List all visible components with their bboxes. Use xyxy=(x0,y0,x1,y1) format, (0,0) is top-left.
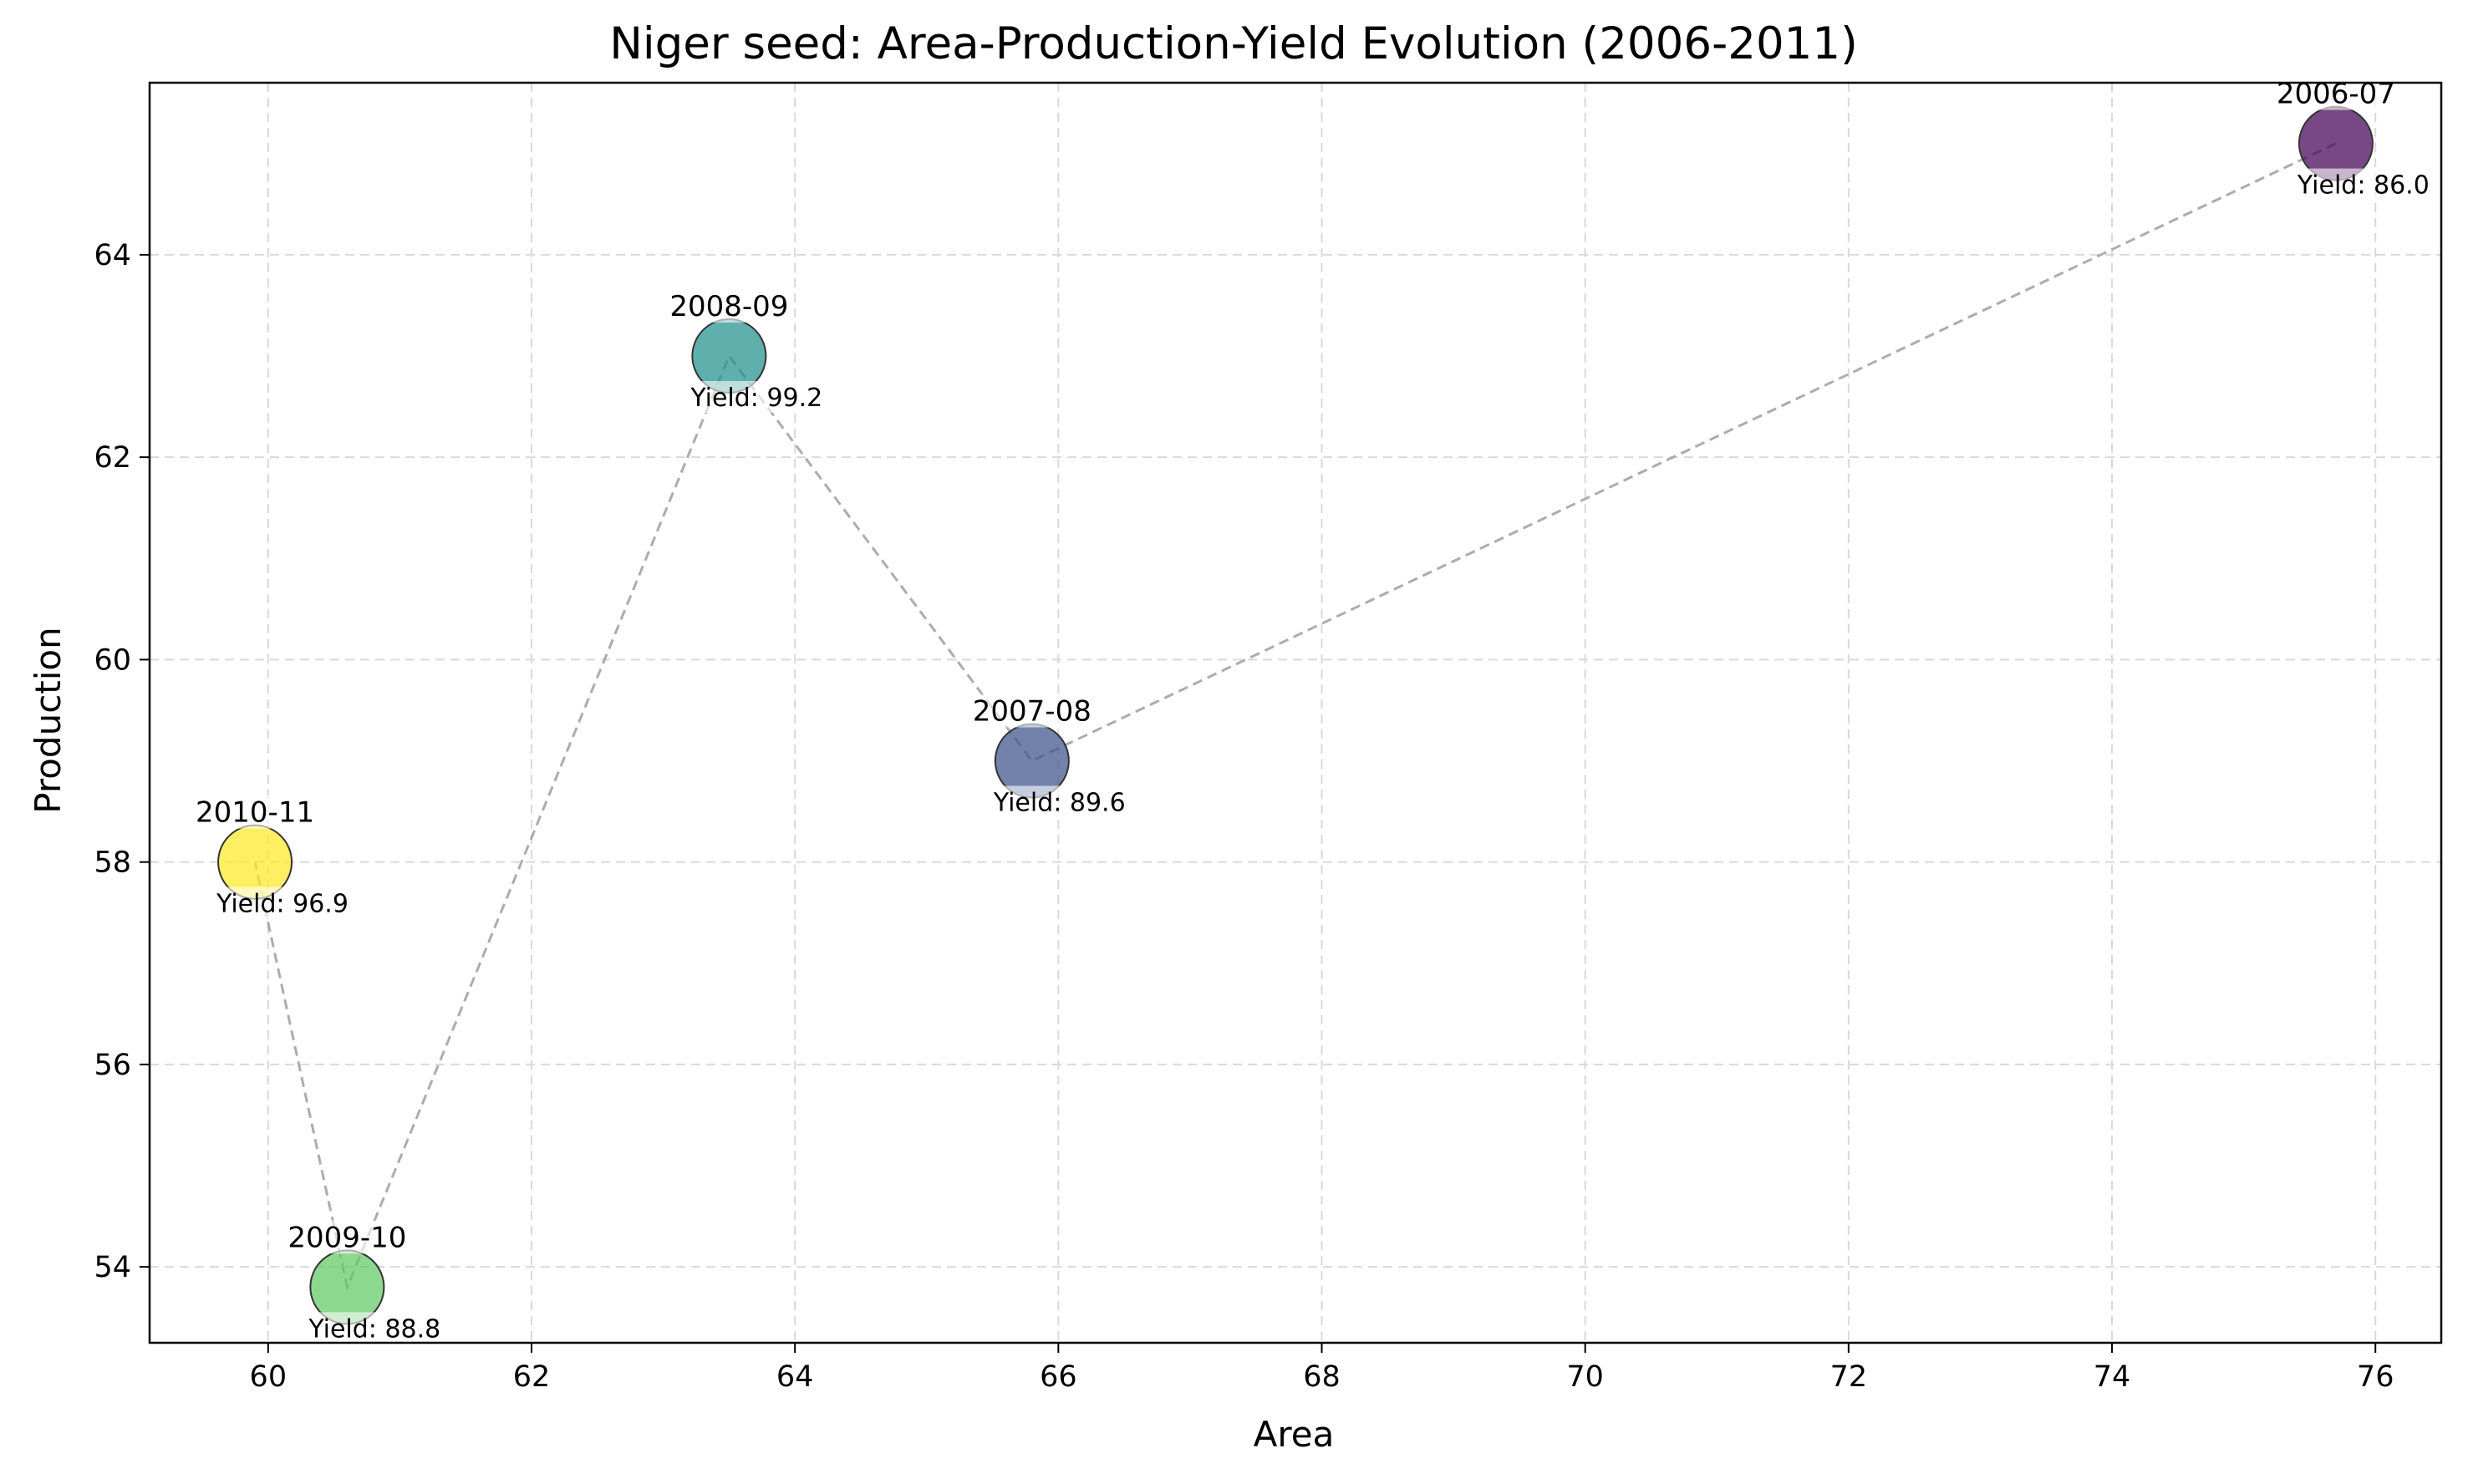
data-point-group: 2008-09 Yield: 99.2 xyxy=(669,289,832,414)
data-point-group: 2009-10 Yield: 88.8 xyxy=(288,1220,450,1344)
x-tick-label: 74 xyxy=(2094,1360,2131,1394)
plot-frame xyxy=(148,81,2443,1344)
yield-label-box xyxy=(305,1312,450,1344)
yield-label: Yield: 96.9 xyxy=(216,890,349,919)
point-label: 2007-08 xyxy=(973,695,1092,729)
chart-title: Niger seed: Area-Production-Yield Evolut… xyxy=(609,18,1858,69)
x-axis: 60 62 64 66 68 70 72 74 76 xyxy=(250,1343,2394,1394)
yield-label-box xyxy=(213,887,358,919)
x-tick-label: 72 xyxy=(1830,1360,1868,1394)
x-tick-label: 76 xyxy=(2357,1360,2394,1394)
yield-label: Yield: 88.8 xyxy=(308,1314,440,1344)
y-tick-label: 56 xyxy=(94,1049,131,1082)
x-tick-label: 66 xyxy=(1040,1360,1077,1394)
yield-label: Yield: 86.0 xyxy=(2297,171,2430,201)
x-tick-label: 70 xyxy=(1566,1360,1604,1394)
x-tick-label: 62 xyxy=(513,1360,551,1394)
y-tick-label: 62 xyxy=(94,441,131,475)
data-point-group: 2010-11 Yield: 96.9 xyxy=(196,795,358,919)
point-label: 2008-09 xyxy=(669,290,788,323)
yield-label-box xyxy=(687,381,832,414)
y-tick-label: 54 xyxy=(94,1251,131,1284)
x-tick-label: 64 xyxy=(776,1360,814,1394)
trajectory-line xyxy=(253,142,2337,1292)
yield-label-box xyxy=(2293,168,2438,201)
y-axis-label: Production xyxy=(28,627,69,813)
yield-label: Yield: 99.2 xyxy=(690,384,822,413)
point-label-box xyxy=(976,694,1087,728)
y-axis: 54 56 58 60 62 64 xyxy=(94,239,150,1284)
point-label-box xyxy=(674,289,785,323)
grid xyxy=(150,83,2441,1343)
point-label-box xyxy=(2280,76,2391,110)
point-label: 2009-10 xyxy=(288,1221,406,1254)
yield-label: Yield: 89.6 xyxy=(993,789,1126,818)
y-tick-label: 64 xyxy=(94,239,131,272)
point-label-box xyxy=(200,795,311,829)
point-label: 2010-11 xyxy=(196,796,314,830)
data-point-group: 2007-08 Yield: 89.6 xyxy=(973,694,1134,818)
trajectory xyxy=(253,142,2337,1292)
point-label-box xyxy=(292,1220,403,1254)
yield-label-box xyxy=(990,785,1134,818)
y-tick-label: 60 xyxy=(94,643,131,677)
y-tick-label: 58 xyxy=(94,846,131,880)
x-tick-label: 68 xyxy=(1303,1360,1341,1394)
x-tick-label: 60 xyxy=(250,1360,288,1394)
x-axis-label: Area xyxy=(1254,1414,1335,1455)
